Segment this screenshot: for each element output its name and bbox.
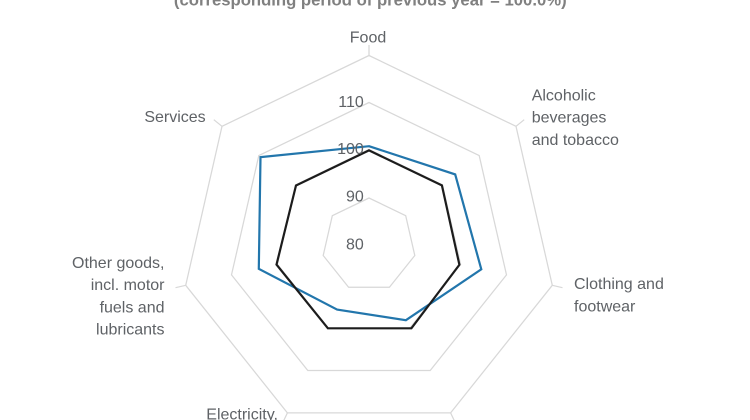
svg-text:(corresponding period of previ: (corresponding period of previous year =… bbox=[174, 0, 567, 10]
svg-text:Electricity,: Electricity, bbox=[206, 407, 278, 420]
svg-text:110: 110 bbox=[338, 94, 364, 111]
svg-text:Food: Food bbox=[350, 30, 386, 47]
svg-text:Services: Services bbox=[144, 109, 205, 126]
svg-text:100: 100 bbox=[337, 141, 364, 158]
svg-text:80: 80 bbox=[346, 236, 364, 253]
svg-text:90: 90 bbox=[346, 189, 364, 206]
